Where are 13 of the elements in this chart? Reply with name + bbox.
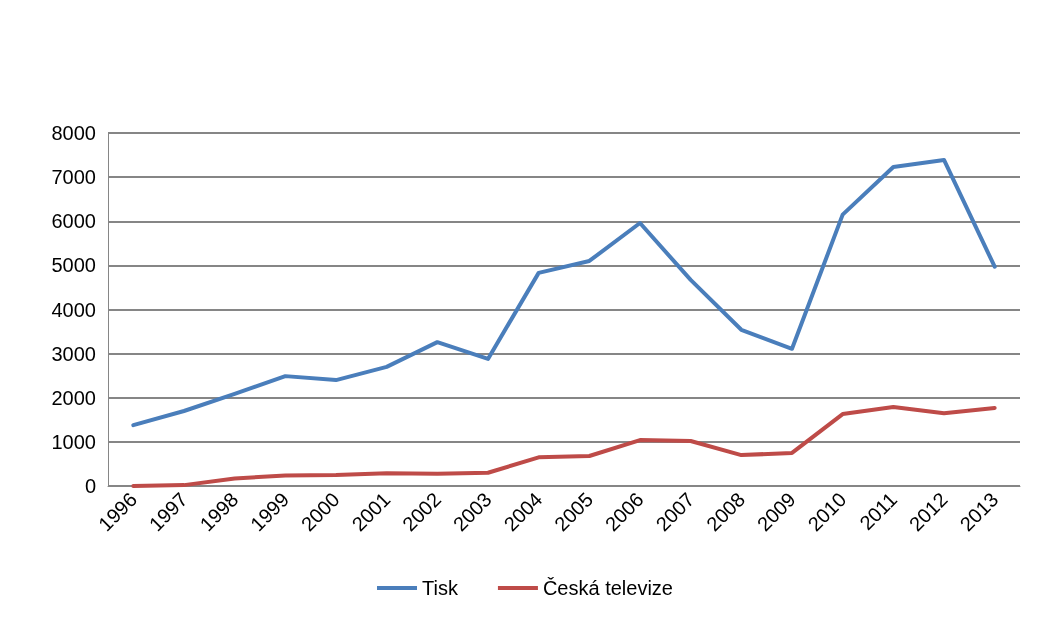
legend-label: Tisk xyxy=(422,577,459,599)
y-tick-label: 3000 xyxy=(51,342,96,365)
line-series xyxy=(131,405,997,488)
legend-label: Česká televize xyxy=(542,577,673,599)
y-tick-label: 0 xyxy=(84,475,96,497)
y-tick-label: 5000 xyxy=(51,254,96,277)
y-tick-label: 4000 xyxy=(51,298,96,321)
y-tick-label: 8000 xyxy=(51,122,96,144)
line-series xyxy=(131,157,997,428)
y-tick-label: 1000 xyxy=(51,430,96,453)
y-tick-label: 7000 xyxy=(51,166,96,189)
y-tick-label: 2000 xyxy=(51,386,96,409)
y-tick-label: 6000 xyxy=(51,210,96,233)
